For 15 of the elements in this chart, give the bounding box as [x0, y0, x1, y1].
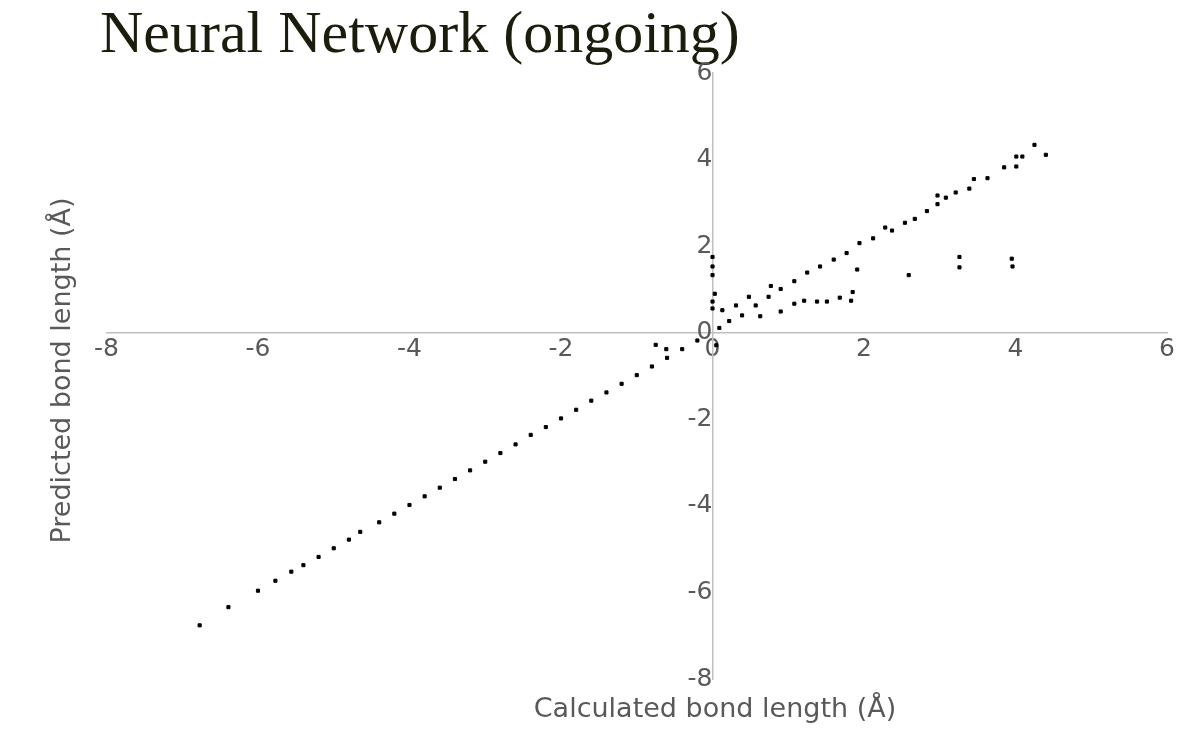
- x-tick-label: -8: [93, 333, 119, 363]
- y-tick-label: -2: [687, 402, 713, 432]
- x-tick-label: -6: [245, 333, 271, 363]
- y-tick-label: -6: [687, 575, 713, 605]
- x-tick-label: -2: [548, 333, 574, 363]
- x-tick-label: -4: [397, 333, 422, 363]
- x-tick-label: 4: [1007, 333, 1024, 363]
- y-tick-label: 4: [696, 143, 713, 173]
- x-axis-title: Calculated bond length (Å): [532, 692, 898, 723]
- x-tick-label: 6: [1159, 333, 1175, 363]
- y-tick-label: 2: [696, 229, 713, 259]
- y-tick-label: -8: [687, 662, 713, 692]
- y-tick-label: -4: [687, 489, 713, 519]
- x-tick-label: 2: [856, 333, 872, 363]
- y-axis-title: Predicted bond length (Å): [44, 196, 76, 544]
